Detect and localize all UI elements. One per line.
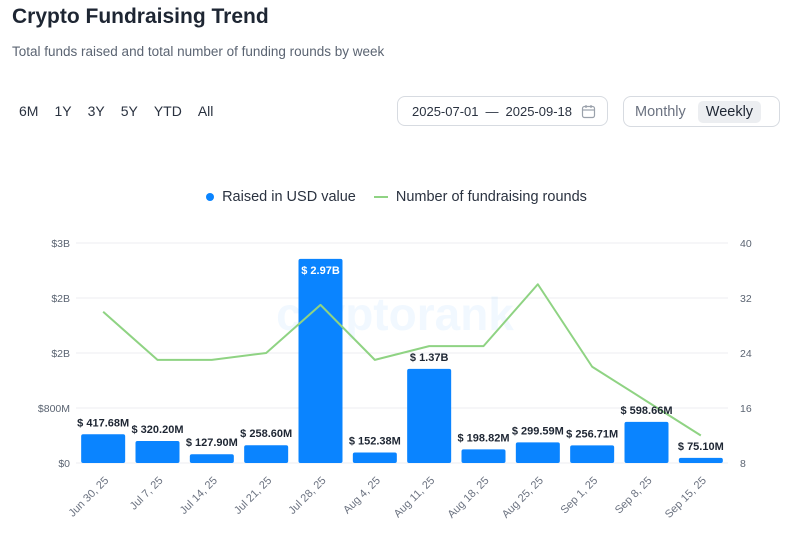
x-tick-label: Aug 18, 25 [446,475,492,521]
bar-value-label: $ 320.20M [132,424,184,436]
date-start: 2025-07-01 [412,103,479,119]
legend-label-raised: Raised in USD value [222,189,356,205]
bar [407,368,452,463]
bar-value-label: $ 2.97B [301,265,340,277]
y-left-tick-label: $800M [38,403,70,415]
bar [189,454,234,463]
x-tick-label: Aug 4, 25 [341,475,383,517]
chart-title: Crypto Fundraising Trend [12,5,269,28]
rounds-line [102,283,702,437]
chart-legend: Raised in USD value Number of fundraisin… [0,189,793,205]
bar [624,421,669,463]
legend-dot-icon [206,193,215,201]
x-tick-label: Sep 8, 25 [613,475,655,517]
chart-subtitle: Total funds raised and total number of f… [12,44,385,59]
date-separator: — [485,103,499,119]
legend-item-rounds[interactable]: Number of fundraising rounds [373,189,587,205]
x-tick-label: Jul 21, 25 [232,475,274,517]
x-tick-label: Jul 28, 25 [286,475,328,517]
bar [461,449,506,463]
bar-value-label: $ 198.82M [458,432,510,444]
x-tick-label: Sep 1, 25 [559,475,601,517]
calendar-icon [581,105,596,119]
bar [352,452,397,463]
x-tick-label: Jul 7, 25 [128,475,166,513]
weekly-toggle-button[interactable]: Weekly [697,100,762,123]
x-tick-label: Jun 30, 25 [66,475,111,520]
bar [298,258,343,463]
x-tick-label: Aug 11, 25 [392,475,438,521]
y-right-tick-label: 24 [740,348,752,360]
legend-item-raised[interactable]: Raised in USD value [206,189,356,205]
bar [81,434,126,463]
y-right-tick-label: 32 [740,293,752,305]
range-1y-button[interactable]: 1Y [47,101,80,121]
bar [244,445,289,463]
bar-value-label: $ 152.38M [349,436,401,448]
y-right-tick-label: 16 [740,403,752,415]
x-tick-label: Aug 25, 25 [500,475,546,521]
monthly-toggle-button[interactable]: Monthly [635,103,686,120]
bar-value-label: $ 417.68M [77,417,129,429]
bar-value-label: $ 256.71M [566,428,618,440]
bar [135,440,180,463]
range-all-button[interactable]: All [191,101,223,121]
range-6m-button[interactable]: 6M [12,101,47,121]
y-left-tick-label: $2B [51,293,70,305]
bar-value-label: $ 258.60M [240,428,292,440]
bar [515,442,560,463]
legend-label-rounds: Number of fundraising rounds [395,189,587,205]
range-ytd-button[interactable]: YTD [147,101,191,121]
y-right-tick-label: 8 [740,458,746,470]
range-selector: 6M 1Y 3Y 5Y YTD All [12,101,222,121]
bar-value-label: $ 299.59M [512,425,564,437]
range-5y-button[interactable]: 5Y [114,101,147,121]
y-right-tick-label: 40 [740,238,752,250]
bar [570,445,615,463]
date-range-picker[interactable]: 2025-07-01 — 2025-09-18 [397,96,608,126]
x-tick-label: Jul 14, 25 [178,475,220,517]
bar-value-label: $ 1.37B [410,352,449,364]
y-left-tick-label: $3B [51,238,70,250]
interval-toggle: Monthly Weekly [623,96,780,127]
y-left-tick-label: $2B [51,348,70,360]
y-left-tick-label: $0 [58,458,70,470]
date-end: 2025-09-18 [505,103,573,119]
bar-value-label: $ 598.66M [621,405,673,417]
bar [678,457,723,463]
bar-value-label: $ 127.90M [186,437,238,449]
range-3y-button[interactable]: 3Y [81,101,114,121]
bar-value-label: $ 75.10M [678,441,724,453]
watermark: cryptorank [276,288,514,340]
legend-line-icon [373,196,388,198]
x-tick-label: Sep 15, 25 [663,475,709,521]
